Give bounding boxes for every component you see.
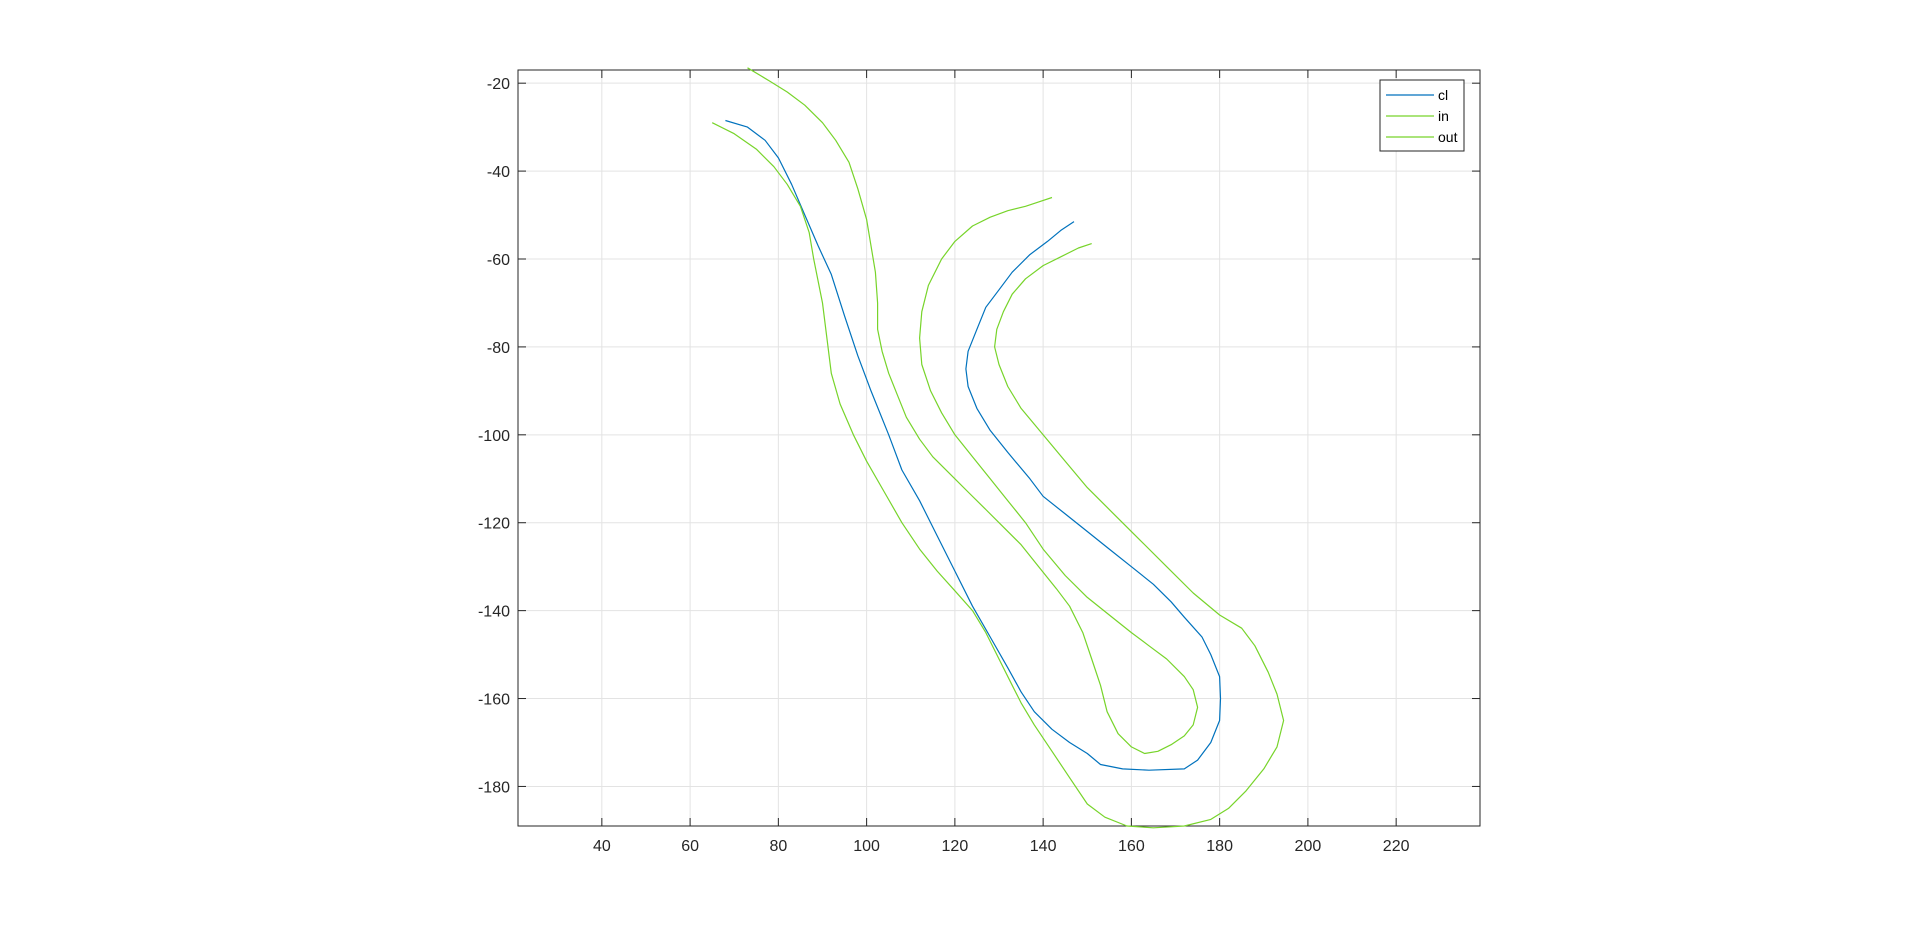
y-tick-label: -180 bbox=[478, 779, 510, 796]
x-tick-label: 200 bbox=[1295, 838, 1322, 855]
x-tick-label: 140 bbox=[1030, 838, 1057, 855]
y-tick-label: -160 bbox=[478, 692, 510, 709]
series-line-cl bbox=[725, 119, 1222, 771]
axes-box bbox=[517, 69, 1481, 827]
y-tick-label: -20 bbox=[487, 76, 510, 93]
x-tick-label: 160 bbox=[1118, 838, 1145, 855]
x-tick-label: 80 bbox=[769, 838, 787, 855]
y-tick-label: -80 bbox=[487, 340, 510, 357]
legend: cl in out bbox=[1379, 79, 1465, 152]
x-tick-label: 220 bbox=[1383, 838, 1410, 855]
x-tick-label: 40 bbox=[593, 838, 611, 855]
plot-area bbox=[518, 70, 1480, 826]
y-tick-label: -120 bbox=[478, 516, 510, 533]
y-tick-label: -40 bbox=[487, 164, 510, 181]
x-tick-label: 180 bbox=[1206, 838, 1233, 855]
y-tick-label: -100 bbox=[478, 428, 510, 445]
x-tick-label: 60 bbox=[681, 838, 699, 855]
x-tick-label: 100 bbox=[853, 838, 880, 855]
series-line-in bbox=[711, 122, 1285, 829]
legend-label-out: out bbox=[1438, 129, 1458, 145]
series-lines bbox=[711, 67, 1285, 829]
series-line-out bbox=[747, 67, 1199, 755]
y-tick-label: -60 bbox=[487, 252, 510, 269]
x-tick-label: 120 bbox=[942, 838, 969, 855]
axes: 40 60 80 100 120 140 160 180 200 220 -20 -40 -60 -80 -… bbox=[478, 69, 1481, 855]
legend-label-in: in bbox=[1438, 108, 1449, 124]
y-tick-label: -140 bbox=[478, 604, 510, 621]
grid-lines bbox=[518, 70, 1480, 826]
legend-label-cl: cl bbox=[1438, 87, 1448, 103]
